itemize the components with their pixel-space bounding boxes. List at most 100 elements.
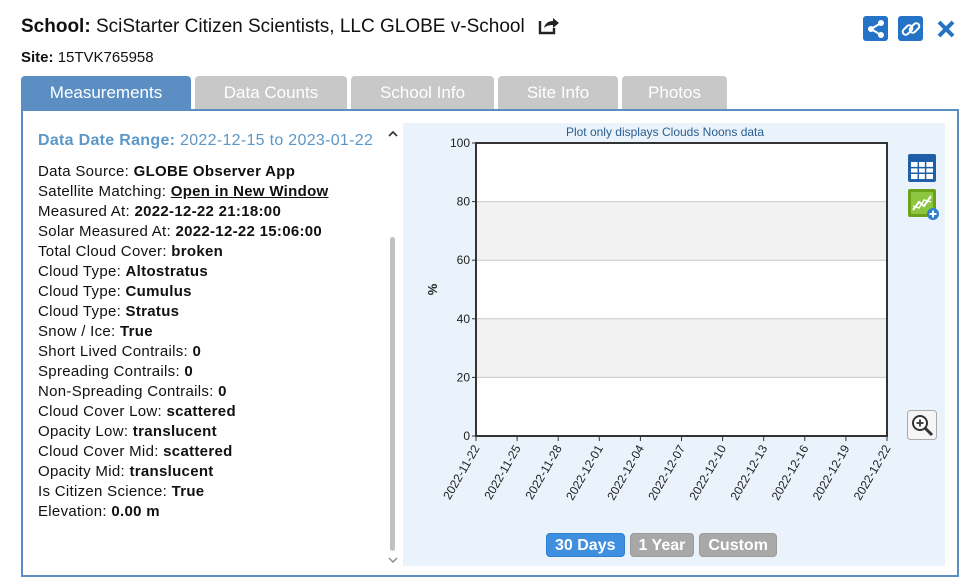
range-value: 2022-12-15 to 2023-01-22 (180, 132, 374, 149)
x-tick-label: 2022-11-22 (440, 442, 483, 502)
add-chart-icon[interactable] (907, 188, 939, 220)
detail-row: Cloud Cover Mid: scattered (38, 442, 388, 462)
chart-side-icons (907, 153, 939, 440)
detail-value: broken (171, 243, 224, 260)
detail-row: Satellite Matching: Open in New Window (38, 182, 388, 202)
tab-school-info[interactable]: School Info (351, 76, 494, 109)
detail-row: Measured At: 2022-12-22 21:18:00 (38, 202, 388, 222)
detail-value: True (119, 323, 153, 340)
detail-row: Cloud Type: Stratus (38, 302, 388, 322)
x-tick-label: 2022-12-22 (851, 442, 894, 502)
range-label: Data Date Range: (38, 132, 176, 149)
x-tick-label: 2022-12-07 (645, 442, 688, 502)
chart-svg: 0 20 40 60 80 100 2022-11-222022-11-252022-11-… (425, 125, 894, 503)
detail-label: Elevation: (38, 503, 107, 520)
y-tick-label: 0 (463, 429, 470, 443)
detail-label: Is Citizen Science: (38, 483, 168, 500)
y-axis-label: % (425, 283, 440, 295)
detail-value: 0.00 m (111, 503, 160, 520)
detail-label: Opacity Mid: (38, 463, 125, 480)
range-1-year-button[interactable]: 1 Year (629, 533, 695, 557)
top-actions (863, 16, 958, 41)
details-scrollbar[interactable] (388, 129, 398, 565)
detail-label: Cloud Type: (38, 283, 122, 300)
detail-label: Satellite Matching: (38, 183, 167, 200)
detail-row: Opacity Low: translucent (38, 422, 388, 442)
detail-value: translucent (129, 463, 214, 480)
detail-row: Cloud Type: Altostratus (38, 262, 388, 282)
detail-label: Opacity Low: (38, 423, 129, 440)
detail-label: Spreading Contrails: (38, 363, 180, 380)
x-tick-label: 2022-11-25 (481, 442, 524, 502)
detail-row: Snow / Ice: True (38, 322, 388, 342)
detail-row: Total Cloud Cover: broken (38, 242, 388, 262)
detail-value: 0 (192, 343, 202, 360)
scroll-thumb[interactable] (390, 237, 395, 551)
detail-label: Cloud Cover Low: (38, 403, 163, 420)
y-tick-label: 20 (457, 370, 471, 384)
school-name: SciStarter Citizen Scientists, LLC GLOBE… (95, 16, 525, 37)
y-tick-label: 40 (457, 312, 471, 326)
detail-row: Non-Spreading Contrails: 0 (38, 382, 388, 402)
detail-row: Short Lived Contrails: 0 (38, 342, 388, 362)
close-icon (937, 20, 954, 37)
close-button[interactable] (933, 16, 958, 41)
measurement-details: Data Date Range: 2022-12-15 to 2023-01-2… (38, 127, 388, 522)
share-button[interactable] (863, 16, 888, 41)
tab-site-info[interactable]: Site Info (498, 76, 618, 109)
x-tick-label: 2022-12-04 (604, 442, 647, 502)
chart-area: 0 20 40 60 80 100 2022-11-22 2022-11-25 2022-11-… (403, 123, 945, 566)
tab-photos[interactable]: Photos (622, 76, 727, 109)
detail-row: Data Source: GLOBE Observer App (38, 162, 388, 182)
detail-value: 0 (184, 363, 194, 380)
detail-label: Cloud Cover Mid: (38, 443, 159, 460)
detail-value: scattered (166, 403, 236, 420)
plot-background (476, 143, 887, 436)
detail-value: scattered (163, 443, 233, 460)
detail-value: 0 (218, 383, 227, 400)
detail-value: GLOBE Observer App (133, 163, 296, 180)
y-tick-label: 80 (457, 195, 471, 209)
link-button[interactable] (898, 16, 923, 41)
detail-row: Solar Measured At: 2022-12-22 15:06:00 (38, 222, 388, 242)
detail-row: Opacity Mid: translucent (38, 462, 388, 482)
tab-data-counts[interactable]: Data Counts (195, 76, 347, 109)
detail-label: Measured At: (38, 203, 130, 220)
school-label: School: (21, 16, 91, 37)
detail-label: Short Lived Contrails: (38, 343, 189, 360)
detail-value: True (171, 483, 205, 500)
data-date-range: Data Date Range: 2022-12-15 to 2023-01-2… (38, 127, 388, 154)
x-tick-label: 2022-12-13 (727, 442, 770, 502)
detail-label: Non-Spreading Contrails: (38, 383, 214, 400)
link-icon (901, 21, 920, 36)
share-icon (867, 19, 884, 38)
range-custom-button[interactable]: Custom (699, 533, 777, 557)
measurements-panel: Data Date Range: 2022-12-15 to 2023-01-2… (21, 109, 959, 577)
tab-bar: Measurements Data Counts School Info Sit… (21, 76, 727, 109)
x-tick-label: 2022-12-10 (686, 442, 729, 502)
detail-row: Is Citizen Science: True (38, 482, 388, 502)
x-tick-label: 2022-12-19 (810, 442, 853, 502)
scroll-up-icon[interactable] (388, 129, 398, 139)
x-tick-label: 2022-11-28 (522, 442, 565, 502)
range-30-days-button[interactable]: 30 Days (546, 533, 625, 557)
tab-measurements[interactable]: Measurements (21, 76, 191, 109)
detail-row: Cloud Type: Cumulus (38, 282, 388, 302)
satellite-matching-link[interactable]: Open in New Window (170, 183, 329, 200)
site-label: Site: (21, 49, 54, 66)
detail-value: Altostratus (125, 263, 209, 280)
detail-value: 2022-12-22 21:18:00 (134, 203, 282, 220)
external-link-icon[interactable] (538, 15, 560, 43)
detail-row: Elevation: 0.00 m (38, 502, 388, 522)
detail-label: Data Source: (38, 163, 130, 180)
zoom-in-icon[interactable] (907, 410, 937, 440)
detail-value: translucent (132, 423, 217, 440)
scroll-down-icon[interactable] (388, 555, 398, 565)
detail-value: 2022-12-22 15:06:00 (175, 223, 323, 240)
y-tick-label: 100 (450, 136, 470, 150)
x-tick-label: 2022-12-01 (563, 442, 606, 502)
site-name: 15TVK765958 (57, 49, 154, 66)
detail-row: Spreading Contrails: 0 (38, 362, 388, 382)
table-icon[interactable] (907, 153, 937, 183)
grid-band (476, 201, 887, 261)
